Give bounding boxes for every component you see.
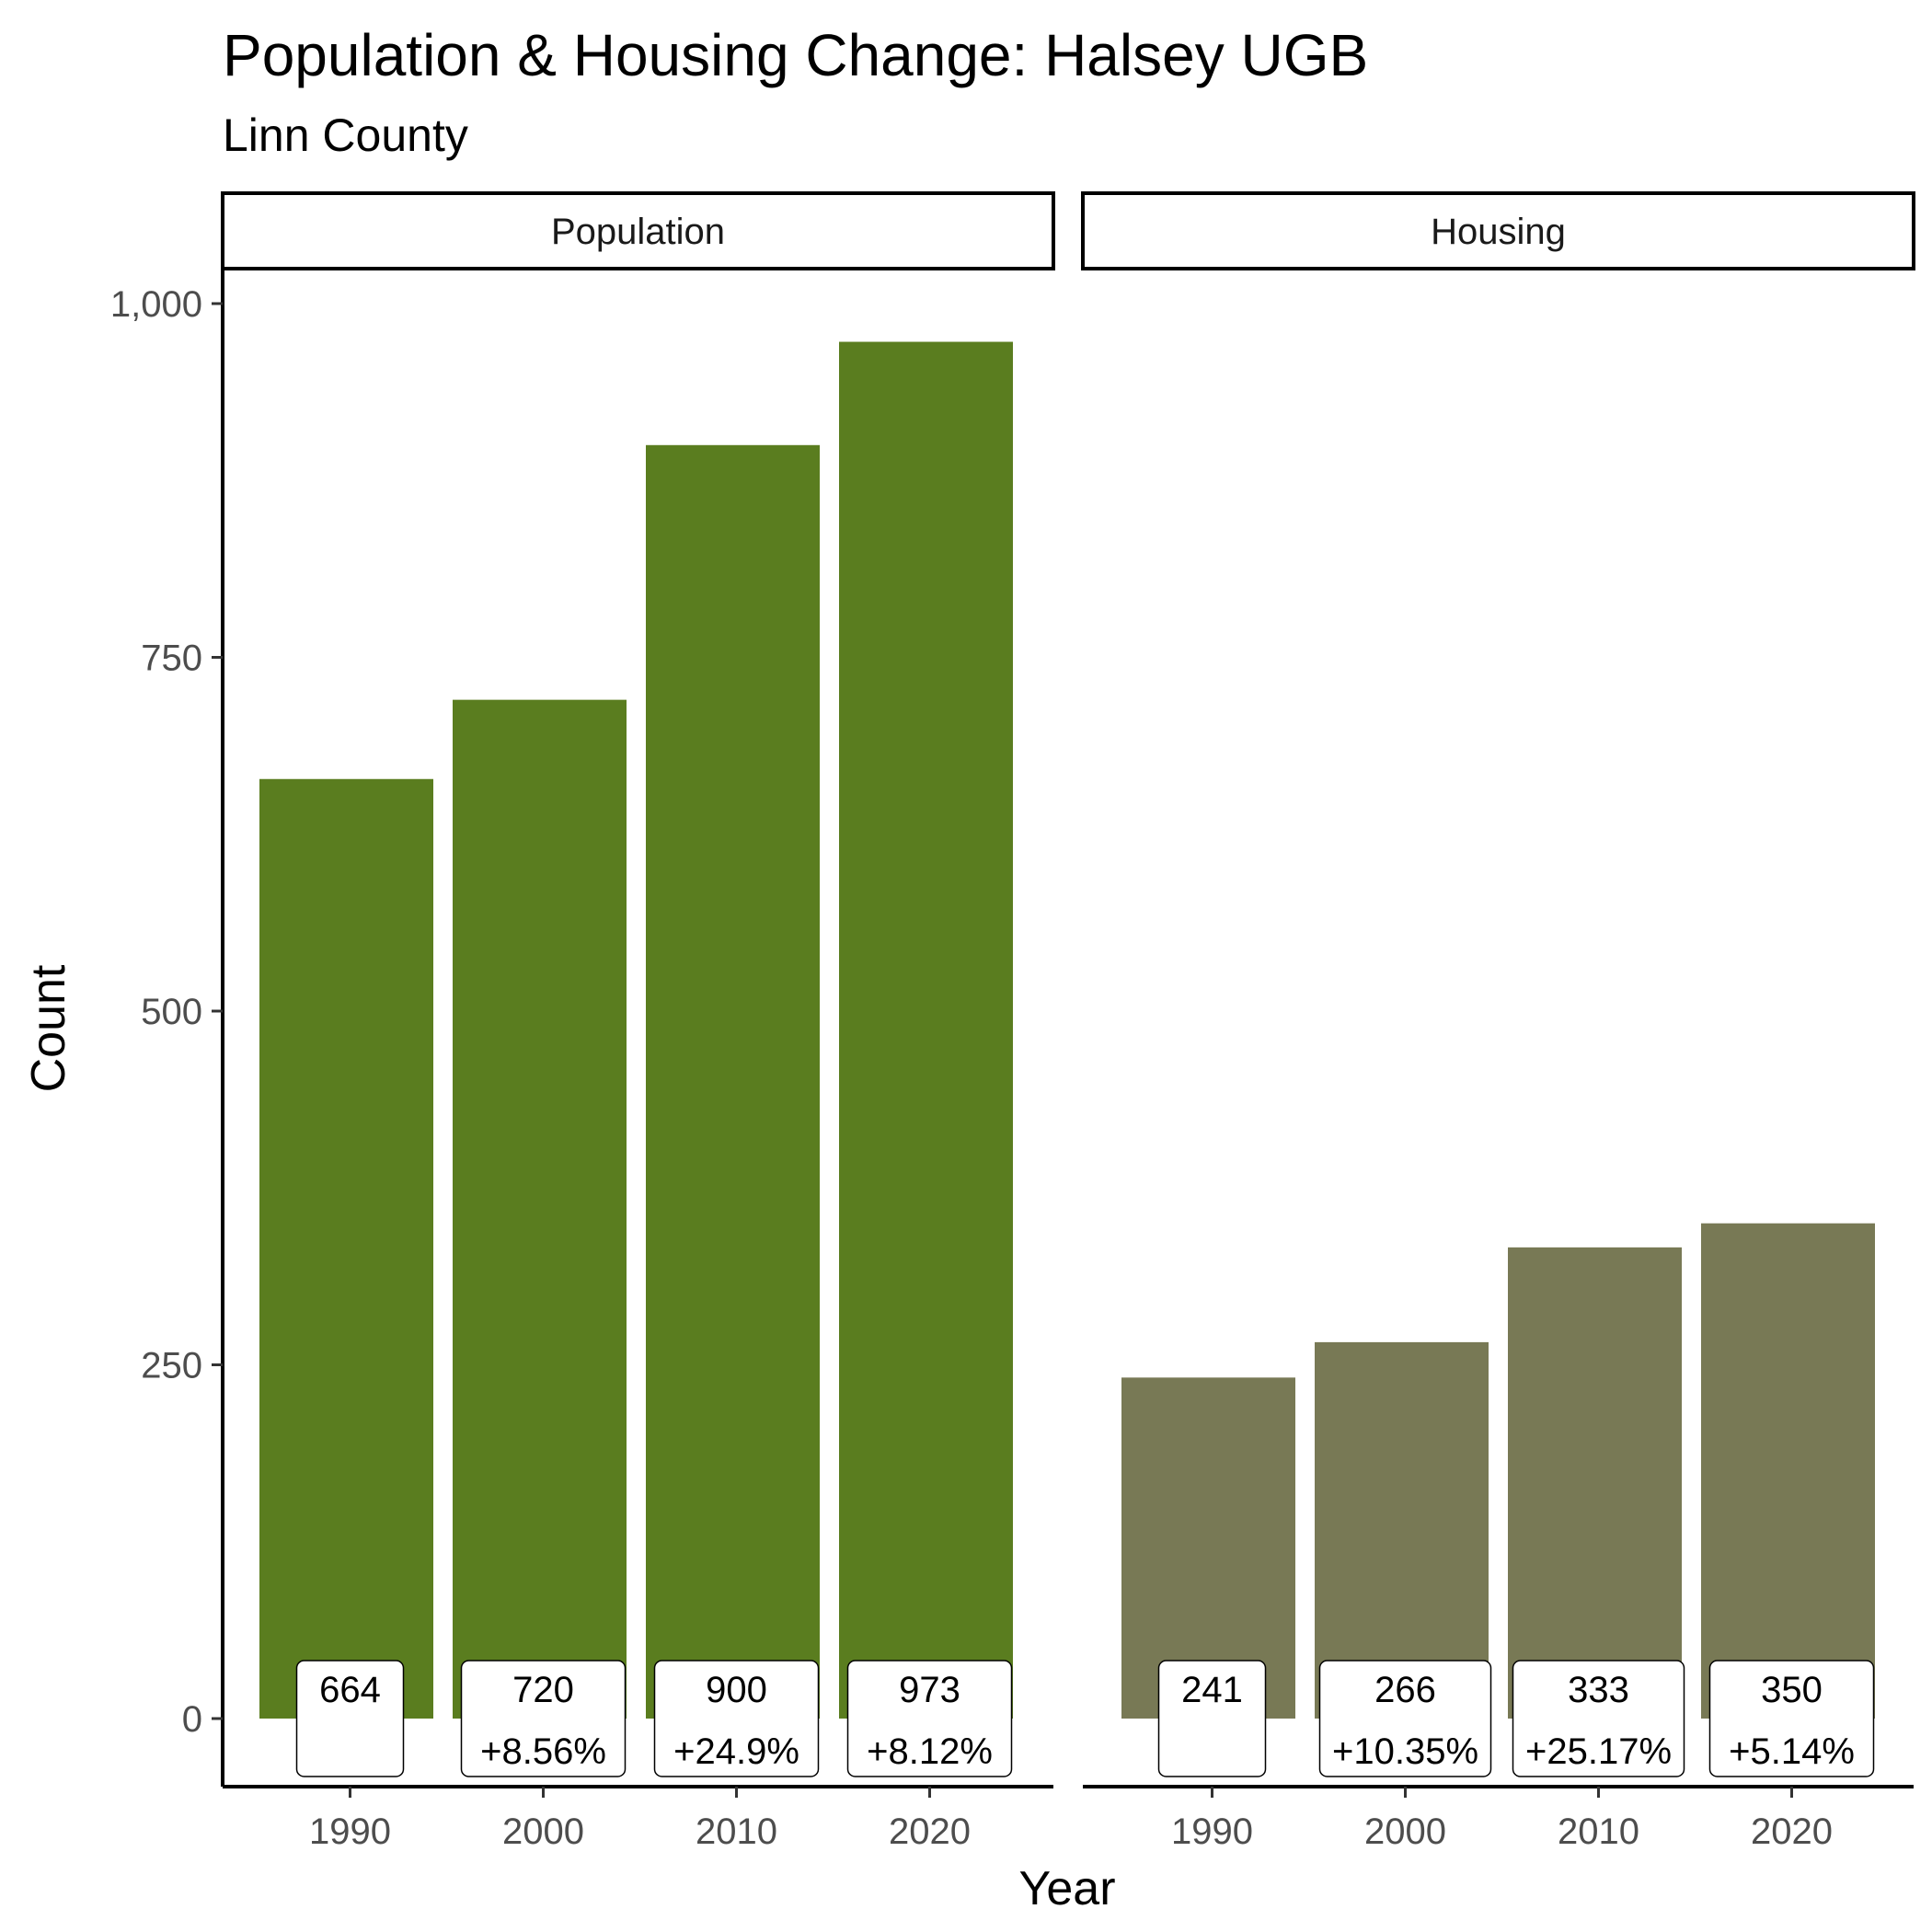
facet-panels: 0 250 500 750 1,000 Population 1990 664 2000 720 +… xyxy=(110,191,1915,1852)
y-tick-label: 1,000 xyxy=(110,284,202,325)
data-label-box xyxy=(460,1660,627,1777)
panel-population: Population 1990 664 2000 720 +8.56% 2010 900 +24… xyxy=(221,191,1055,1852)
data-label-box xyxy=(1708,1660,1875,1777)
data-label-value: 241 xyxy=(1181,1670,1243,1710)
x-tick-label: 2020 xyxy=(1751,1811,1833,1852)
data-label-value: 900 xyxy=(706,1670,767,1710)
facet-strip xyxy=(221,191,1055,270)
data-label-box xyxy=(846,1660,1013,1777)
panel-housing: Housing 1990 241 2000 266 +10.35% 2010 333 +25.1… xyxy=(1081,191,1915,1852)
facet-strip-label: Population xyxy=(551,212,725,252)
data-label-box xyxy=(1157,1660,1267,1777)
x-axis-title: Year xyxy=(1018,1862,1115,1915)
facet-strip xyxy=(1081,191,1915,270)
data-label-value: 350 xyxy=(1761,1670,1823,1710)
data-label-box xyxy=(653,1660,820,1777)
data-label-change: +24.9% xyxy=(673,1731,799,1772)
y-tick-label: 750 xyxy=(141,638,202,679)
bar xyxy=(839,341,1013,1719)
chart-subtitle: Linn County xyxy=(223,109,468,161)
x-tick-label: 2020 xyxy=(889,1811,971,1852)
x-tick-label: 1990 xyxy=(1171,1811,1253,1852)
data-label-box xyxy=(295,1660,405,1777)
x-tick-label: 1990 xyxy=(309,1811,391,1852)
y-axis-title: Count xyxy=(22,964,75,1092)
x-tick-label: 2010 xyxy=(696,1811,777,1852)
data-label-change: +10.35% xyxy=(1332,1731,1478,1772)
bar xyxy=(1315,1341,1489,1719)
y-tick-label: 500 xyxy=(141,992,202,1032)
data-label-change: +25.17% xyxy=(1525,1731,1672,1772)
data-label-change: +5.14% xyxy=(1729,1731,1855,1772)
data-label-box xyxy=(1512,1660,1685,1777)
data-label-value: 664 xyxy=(319,1670,381,1710)
x-tick-label: 2000 xyxy=(502,1811,584,1852)
bar xyxy=(453,699,627,1719)
bar xyxy=(259,778,433,1719)
y-tick-label: 0 xyxy=(182,1699,202,1740)
data-label-change: +8.56% xyxy=(480,1731,606,1772)
facet-strip-label: Housing xyxy=(1431,212,1566,252)
data-label-change: +8.12% xyxy=(867,1731,993,1772)
bar xyxy=(646,444,820,1719)
data-label-value: 266 xyxy=(1374,1670,1436,1710)
x-tick-label: 2000 xyxy=(1364,1811,1446,1852)
chart-title: Population & Housing Change: Halsey UGB xyxy=(223,22,1368,88)
y-tick-label: 250 xyxy=(141,1346,202,1386)
bar xyxy=(1508,1247,1682,1719)
data-label-box xyxy=(1318,1660,1492,1777)
data-label-value: 720 xyxy=(512,1670,574,1710)
bar xyxy=(1701,1223,1875,1719)
data-label-value: 333 xyxy=(1568,1670,1629,1710)
data-label-value: 973 xyxy=(899,1670,960,1710)
x-tick-label: 2010 xyxy=(1558,1811,1639,1852)
